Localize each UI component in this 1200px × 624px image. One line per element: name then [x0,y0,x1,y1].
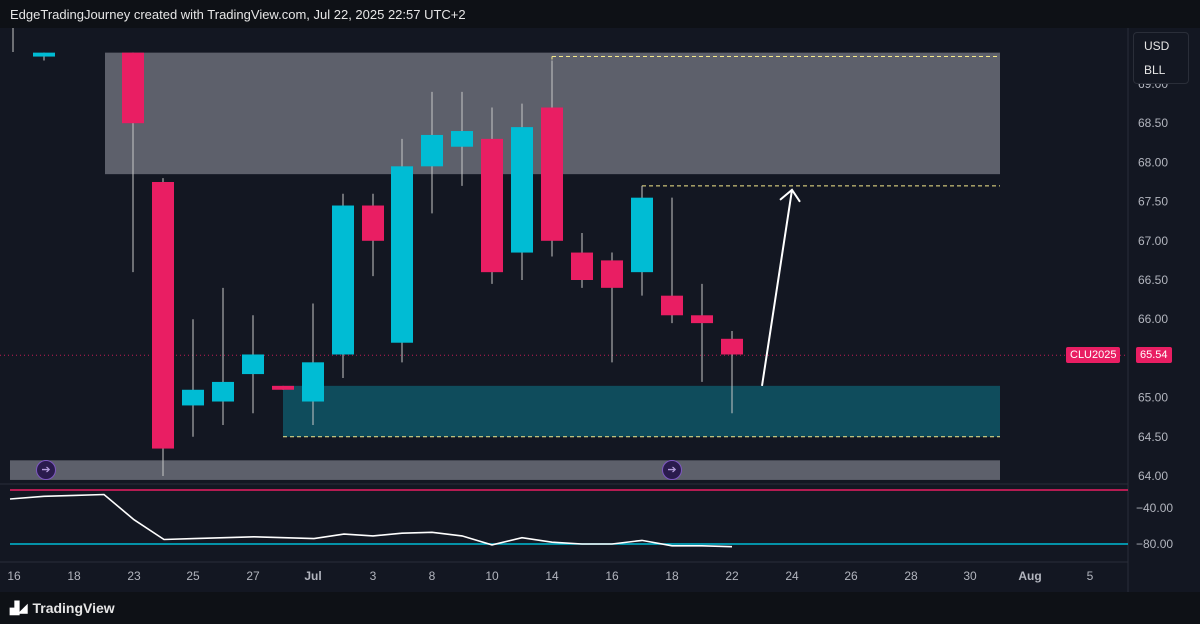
time-tick-label: Aug [1018,569,1041,583]
lower-band-zone [10,460,1000,480]
price-tick-label: 68.00 [1138,155,1168,169]
time-tick-label: 25 [186,569,200,583]
candle-body [33,52,55,57]
time-tick-label: 14 [545,569,559,583]
candle-body [391,166,413,343]
time-tick-label: Jul [304,569,321,583]
price-tick-label: 64.00 [1138,469,1168,483]
candle-body [601,260,623,288]
time-tick-label: 28 [904,569,918,583]
unit-label[interactable]: BLL [1144,63,1166,77]
time-tick-label: 26 [844,569,858,583]
time-tick-label: 10 [485,569,499,583]
projection-arrow-head [779,188,801,203]
price-tick-label: 67.00 [1138,234,1168,248]
candle-body [721,338,743,355]
oscillator-tick-label: −80.00 [1136,537,1173,551]
price-chart[interactable]: 64.0064.5065.0065.5066.0066.5067.0067.50… [0,0,1200,592]
price-tick-label: 64.50 [1138,430,1168,444]
candle-body [571,252,593,280]
tradingview-logo-icon: ▟◢ [10,601,27,615]
time-tick-label: 27 [246,569,260,583]
header-text: EdgeTradingJourney created with TradingV… [10,7,466,22]
candle-body [661,295,683,316]
candle-body [152,182,174,449]
time-tick-label: 16 [605,569,619,583]
candle-body [362,205,384,241]
candle-body [421,134,443,167]
candle-body [511,127,533,253]
candle-body [631,197,653,273]
candle-body [691,315,713,324]
brand-text: TradingView [32,600,115,616]
time-tick-label: 5 [1087,569,1094,583]
last-price-label: 65.54 [1136,347,1172,363]
price-tick-label: 65.00 [1138,391,1168,405]
demand-zone [283,385,1000,437]
symbol-label: CLU2025 [1066,347,1121,363]
price-tick-label: 66.50 [1138,273,1168,287]
candle-body [272,385,294,390]
time-tick-label: 30 [963,569,977,583]
currency-label[interactable]: USD [1144,39,1170,53]
header-bar: EdgeTradingJourney created with TradingV… [0,0,1200,28]
time-tick-label: 18 [67,569,81,583]
candle-body [122,52,144,124]
candle-body [182,389,204,406]
time-tick-label: 24 [785,569,799,583]
candle-body [302,362,324,402]
time-tick-label: 22 [725,569,739,583]
price-tick-label: 67.50 [1138,195,1168,209]
price-tick-label: 66.00 [1138,312,1168,326]
time-tick-label: 3 [370,569,377,583]
projection-arrow-line [761,189,793,386]
unit-selector[interactable]: USD BLL [1133,32,1189,84]
tradingview-logo[interactable]: ▟◢ TradingView [10,600,115,616]
candle-body [541,107,563,241]
time-tick-label: 18 [665,569,679,583]
candle-body [212,381,234,402]
footer-bar [0,592,1200,624]
candle-body [242,354,264,375]
candle-body [481,138,503,273]
time-tick-label: 16 [7,569,21,583]
candle-body [451,131,473,147]
oscillator-tick-label: −40.00 [1136,501,1173,515]
time-tick-label: 8 [429,569,436,583]
replay-arrow-icon[interactable]: ➔ [36,460,56,480]
candle-body [332,205,354,355]
time-tick-label: 23 [127,569,141,583]
oscillator-line [9,493,733,548]
price-tick-label: 68.50 [1138,116,1168,130]
replay-arrow-icon-2[interactable]: ➔ [662,460,682,480]
